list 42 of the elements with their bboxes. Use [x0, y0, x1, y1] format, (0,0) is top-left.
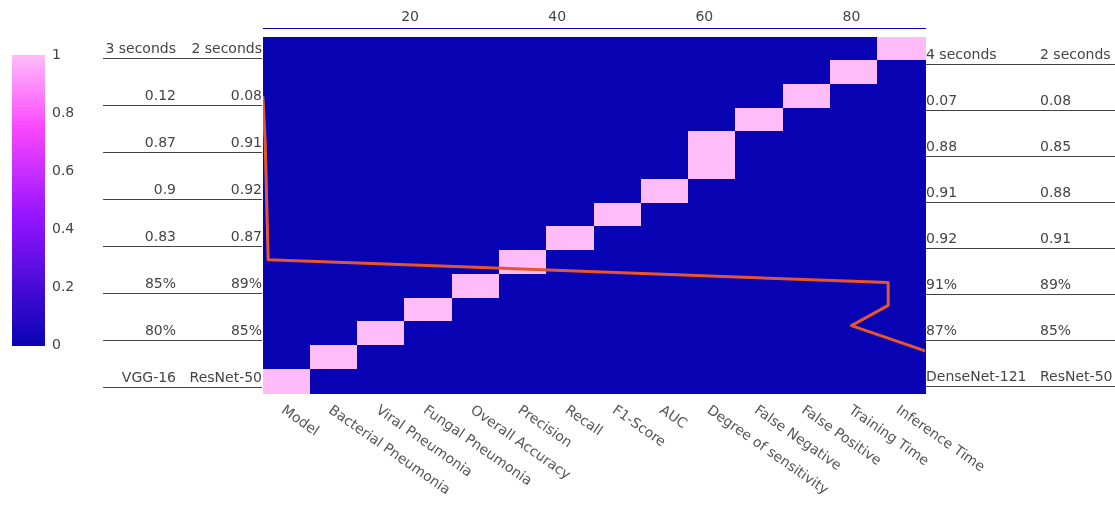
color-bar-label: 1 [52, 45, 61, 62]
text: ResNet-50 [1040, 366, 1115, 387]
text: DenseNet-121 [926, 366, 1040, 387]
annotation: ResNet-50 [176, 367, 262, 388]
annotation: 87% [926, 320, 1040, 341]
annotation: 0.91 [176, 132, 262, 153]
text: 0.83 [103, 226, 176, 247]
x-tick-label: 80 [842, 8, 861, 25]
text: 0.9 [103, 179, 176, 200]
text: 0.91 [1040, 228, 1115, 249]
x-tick-label: 60 [695, 8, 714, 25]
text: 0.08 [1040, 90, 1115, 111]
annotation: 0.07 [926, 90, 1040, 111]
annotation: 89% [176, 273, 262, 294]
color-bar-label: 0.8 [52, 103, 75, 120]
annotation: 0.92 [926, 228, 1040, 249]
color-bar-label: 0.6 [52, 161, 75, 178]
text: 0.88 [1040, 182, 1115, 203]
annotation: 0.08 [176, 85, 262, 106]
text: VGG-16 [103, 367, 176, 388]
color-bar-label: 0 [52, 335, 61, 352]
text: 0.85 [1040, 136, 1115, 157]
text: 0.12 [103, 85, 176, 106]
text: 3 seconds [103, 38, 176, 59]
text: 2 seconds [1040, 44, 1115, 65]
text: 4 seconds [926, 44, 1040, 65]
annotation: 91% [926, 274, 1040, 295]
annotation: 0.87 [176, 226, 262, 247]
annotation: 0.92 [176, 179, 262, 200]
x-tick-label: 20 [401, 8, 420, 25]
text: 85% [1040, 320, 1115, 341]
annotation: 0.88 [926, 136, 1040, 157]
annotation: 85% [176, 320, 262, 341]
color-bar-label: 0.2 [52, 277, 75, 294]
text: 89% [1040, 274, 1115, 295]
color-bar-label: 0.4 [52, 219, 75, 236]
text: 80% [103, 320, 176, 341]
annotation: 2 seconds [176, 38, 262, 59]
x-tick-label: 40 [548, 8, 567, 25]
text: 0.87 [103, 132, 176, 153]
annotation: 0.91 [926, 182, 1040, 203]
text: 85% [103, 273, 176, 294]
